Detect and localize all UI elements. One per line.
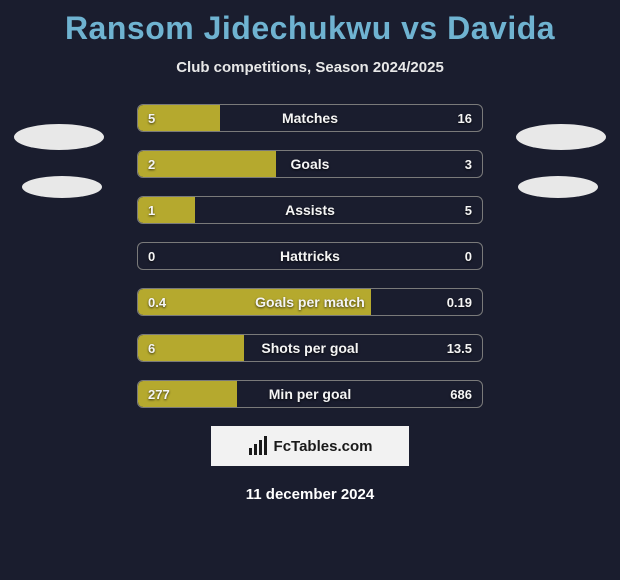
player-left-logo <box>14 124 104 150</box>
source-badge[interactable]: FcTables.com <box>211 426 409 466</box>
player-left-logo-secondary <box>22 176 102 198</box>
stat-label: Min per goal <box>138 381 482 407</box>
stat-right-value: 16 <box>458 105 472 131</box>
stat-row: 0Hattricks0 <box>137 242 483 270</box>
stat-row: 5Matches16 <box>137 104 483 132</box>
stat-label: Matches <box>138 105 482 131</box>
page-title: Ransom Jidechukwu vs Davida <box>0 0 620 47</box>
stat-right-value: 3 <box>465 151 472 177</box>
date-label: 11 december 2024 <box>0 486 620 503</box>
stat-label: Goals <box>138 151 482 177</box>
stats-container: 5Matches162Goals31Assists50Hattricks00.4… <box>0 104 620 408</box>
stat-label: Goals per match <box>138 289 482 315</box>
stat-label: Assists <box>138 197 482 223</box>
stats-icon <box>248 436 268 456</box>
stat-right-value: 0.19 <box>447 289 472 315</box>
stat-right-value: 686 <box>450 381 472 407</box>
stat-row: 6Shots per goal13.5 <box>137 334 483 362</box>
stat-row: 2Goals3 <box>137 150 483 178</box>
subtitle: Club competitions, Season 2024/2025 <box>0 59 620 76</box>
stat-row: 277Min per goal686 <box>137 380 483 408</box>
source-label: FcTables.com <box>274 438 373 455</box>
player-right-logo <box>516 124 606 150</box>
player-right-logo-secondary <box>518 176 598 198</box>
stat-label: Shots per goal <box>138 335 482 361</box>
stat-right-value: 0 <box>465 243 472 269</box>
stat-row: 0.4Goals per match0.19 <box>137 288 483 316</box>
stat-label: Hattricks <box>138 243 482 269</box>
stat-right-value: 5 <box>465 197 472 223</box>
stat-row: 1Assists5 <box>137 196 483 224</box>
stat-right-value: 13.5 <box>447 335 472 361</box>
